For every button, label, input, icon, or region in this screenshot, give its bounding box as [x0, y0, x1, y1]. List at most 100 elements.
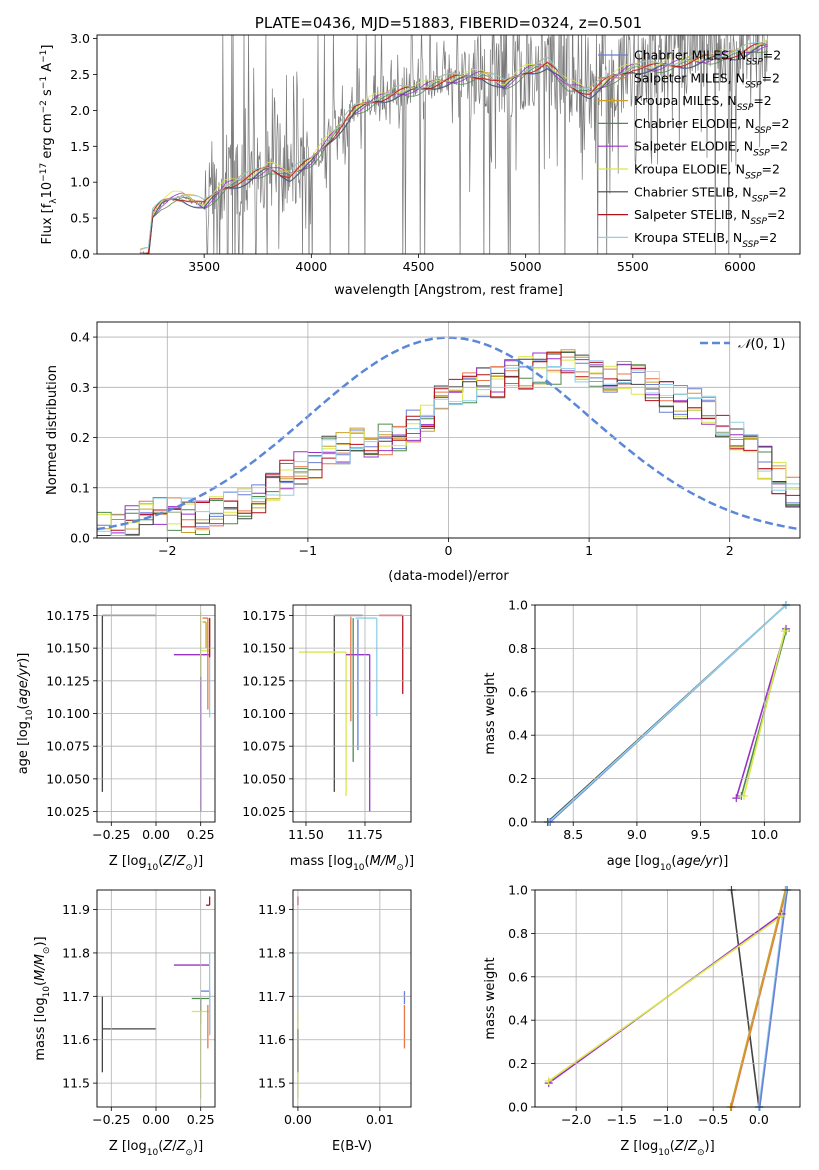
- y-tick-label: 11.9: [258, 902, 286, 917]
- weight-line: [759, 890, 788, 1107]
- figure-title: PLATE=0436, MJD=51883, FIBERID=0324, z=0…: [255, 14, 642, 32]
- x-tick-label: 4500: [403, 259, 435, 274]
- weight-marker: [777, 912, 786, 921]
- legend-label: Chabrier STELIB, NSSP=2: [634, 184, 787, 204]
- x-tick-label: −1: [299, 543, 317, 558]
- y-tick-label: 0.8: [508, 926, 528, 941]
- mass-EBV-axes: 0.00 0.01 11.5 11.6 11.7 11.8 11.9 E(B-V): [258, 889, 412, 1154]
- y-tick-label: 0.0: [508, 1100, 528, 1115]
- y-tick-label: 0.2: [508, 1056, 528, 1071]
- x-tick-label: 8.5: [563, 827, 583, 842]
- y-tick-label: 10.050: [242, 771, 286, 786]
- legend-marker: [610, 98, 616, 103]
- residuals-axes: −2 −1 0 1 2 0.0 0.1 0.2 0.3 0.4 (data-model)/error…: [45, 321, 801, 584]
- y-tick-label: 0.3: [70, 380, 90, 395]
- y-tick-label: 0.4: [70, 330, 90, 345]
- y-tick-label: 1.0: [508, 883, 528, 898]
- y-tick-label: 10.125: [242, 673, 286, 688]
- legend-label: Kroupa MILES, NSSP=2: [634, 93, 772, 113]
- plot-area: [298, 614, 404, 812]
- x-tick-label: 9.0: [627, 827, 647, 842]
- weight-Z-axes: −2.0 −1.5 −1.0 −0.5 0.0 0.0 0.2 0.4 0.6 0.8 1.0 Z […: [483, 883, 801, 1158]
- y-tick-label: 11.8: [62, 945, 90, 960]
- y-tick-label: 1.0: [70, 175, 90, 190]
- legend-label: Kroupa ELODIE, NSSP=2: [634, 162, 780, 182]
- y-tick-label: 10.175: [46, 608, 90, 623]
- y-tick-label: 10.150: [242, 641, 286, 656]
- axes-frame: [96, 321, 801, 539]
- x-tick-label: 2: [726, 543, 734, 558]
- y-tick-label: 0.5: [70, 211, 90, 226]
- plot-area: [547, 605, 787, 822]
- x-axis-label: Z [log10(Z/Z⊙)]: [109, 1139, 203, 1158]
- legend-label: Kroupa STELIB, NSSP=2: [634, 230, 777, 250]
- y-tick-label: 0.4: [508, 728, 528, 743]
- spectrum-axes: 3500 4000 4500 5000 5500 6000 0.0 0.5 1.0 1.5 2.0 2…: [39, 31, 801, 298]
- y-axis-label: Normed distribution: [45, 365, 60, 495]
- y-tick-label: 0.6: [508, 969, 528, 984]
- weight-line: [729, 890, 787, 1107]
- y-axis-label: mass [log10(M/M⊙)]: [33, 936, 52, 1060]
- x-tick-label: 0.00: [284, 1112, 312, 1127]
- axes-frame: [534, 604, 801, 823]
- plot-area: [297, 896, 406, 1099]
- y-tick-label: 10.025: [46, 804, 90, 819]
- weight-marker: [739, 791, 748, 800]
- x-axis-label: Z [log10(Z/Z⊙)]: [109, 854, 203, 873]
- y-tick-label: 11.6: [258, 1032, 286, 1047]
- x-axis-label: (data-model)/error: [388, 569, 509, 584]
- y-tick-label: 0.6: [508, 684, 528, 699]
- weight-age-axes: 8.5 9.0 9.5 10.0 0.0 0.2 0.4 0.6 0.8 1.0 age [log1…: [483, 598, 801, 873]
- y-tick-label: 11.9: [62, 902, 90, 917]
- legend-label: Salpeter STELIB, NSSP=2: [634, 207, 785, 227]
- x-tick-label: 3500: [188, 259, 220, 274]
- y-tick-label: 11.6: [62, 1032, 90, 1047]
- weight-line: [758, 890, 788, 1107]
- y-tick-label: 10.100: [46, 706, 90, 721]
- x-axis-label: E(B-V): [332, 1139, 372, 1154]
- x-tick-label: −0.25: [92, 827, 130, 842]
- axes-frame: [96, 889, 216, 1108]
- y-tick-label: 10.075: [46, 739, 90, 754]
- model-line: [139, 42, 769, 251]
- x-tick-label: 0.01: [366, 1112, 394, 1127]
- y-axis-label: mass weight: [483, 957, 498, 1039]
- y-tick-label: 11.8: [258, 945, 286, 960]
- x-tick-label: 11.50: [288, 827, 324, 842]
- x-tick-label: 6000: [724, 259, 756, 274]
- x-tick-label: 0.0: [749, 1112, 769, 1127]
- y-tick-label: 10.150: [46, 641, 90, 656]
- plot-area: [139, 35, 769, 254]
- x-tick-label: 4000: [295, 259, 327, 274]
- x-tick-label: −2.0: [561, 1112, 591, 1127]
- y-axis-label: age [log10(age/yr)]: [16, 653, 35, 775]
- y-axis-label: Flux [fλ10−17 erg cm−2 s−1 A−1]: [39, 45, 59, 245]
- weight-line: [548, 915, 783, 1082]
- age-Z-axes: −0.25 0.00 0.25 10.025 10.050 10.075 10.100 10.…: [16, 604, 216, 873]
- axes-frame: [292, 604, 412, 823]
- legend-label: Chabrier MILES, NSSP=2: [634, 48, 781, 68]
- x-tick-label: 1: [585, 543, 593, 558]
- y-tick-label: 0.4: [508, 1013, 528, 1028]
- y-tick-label: 11.7: [258, 989, 286, 1004]
- y-tick-label: 1.5: [70, 139, 90, 154]
- x-tick-label: 11.75: [347, 827, 383, 842]
- plot-area: [548, 890, 788, 1107]
- y-tick-label: 2.5: [70, 67, 90, 82]
- y-tick-label: 0.0: [70, 531, 90, 546]
- model-line: [148, 44, 768, 254]
- x-tick-label: 0.00: [142, 827, 170, 842]
- axes-frame: [96, 34, 801, 255]
- x-tick-label: 0.25: [187, 1112, 215, 1127]
- x-tick-label: −0.5: [698, 1112, 728, 1127]
- y-tick-label: 0.0: [70, 247, 90, 262]
- x-tick-label: −2: [158, 543, 176, 558]
- weight-line: [548, 605, 787, 822]
- y-tick-label: 11.5: [258, 1076, 286, 1091]
- legend-label: Salpeter ELODIE, NSSP=2: [634, 139, 788, 159]
- x-tick-label: 0.00: [142, 1112, 170, 1127]
- y-tick-label: 1.0: [508, 598, 528, 613]
- y-axis-label: mass weight: [483, 672, 498, 754]
- axes-frame: [96, 604, 216, 823]
- legend-label: Chabrier ELODIE, NSSP=2: [634, 116, 789, 136]
